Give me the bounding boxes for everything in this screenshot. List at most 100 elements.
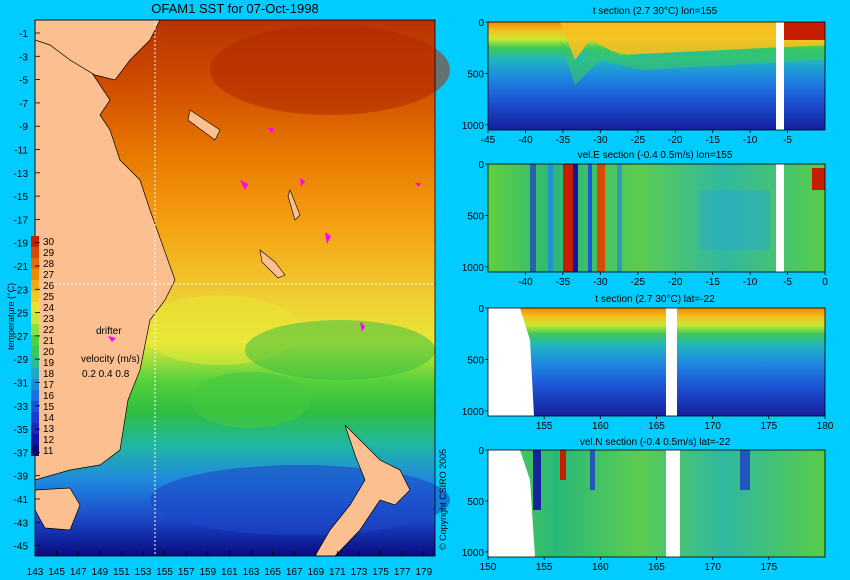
colorbar-tick-label: 28 xyxy=(43,259,55,270)
section-x-tick-label: 165 xyxy=(648,421,665,432)
lat-tick-label: -23 xyxy=(14,285,29,296)
colorbar-label: temperature (°C) xyxy=(6,283,16,350)
section-x-tick-label: 150 xyxy=(480,562,497,573)
colorbar-tick-label: 12 xyxy=(43,435,55,446)
section-axes: 0 500 1000 -45 -40 -35 -30 -25 -20 -15 -10 -5 0 500 10… xyxy=(462,18,834,573)
section-vel-e-lon: vel.E section (-0.4 0.5m/s) lon=155 xyxy=(487,150,826,273)
colorbar-swatch xyxy=(31,236,39,247)
lat-tick-label: -27 xyxy=(14,332,29,343)
lat-tick-label: -3 xyxy=(19,52,28,63)
colorbar-swatch xyxy=(31,357,39,368)
lon-tick-label: 149 xyxy=(91,567,108,578)
lat-tick-label: -15 xyxy=(14,192,29,203)
lat-tick-label: -31 xyxy=(14,379,29,390)
velocity-scale: 0.2 0.4 0.8 xyxy=(82,369,130,380)
colorbar-tick-label: 21 xyxy=(43,336,55,347)
colorbar-tick-label: 20 xyxy=(43,347,55,358)
colorbar-swatch xyxy=(31,346,39,357)
colorbar-swatch xyxy=(31,280,39,291)
lat-tick-label: -7 xyxy=(19,99,28,110)
lat-tick-label: -33 xyxy=(14,402,29,413)
section-x-tick-label: 155 xyxy=(536,562,553,573)
depth-tick-label: 0 xyxy=(478,18,484,29)
colorbar-tick-label: 22 xyxy=(43,325,55,336)
lon-tick-label: 175 xyxy=(372,567,389,578)
velocity-label: velocity (m/s) xyxy=(81,354,140,365)
lon-tick-label: 169 xyxy=(307,567,324,578)
drifter-label: drifter xyxy=(96,326,122,337)
colorbar-swatch xyxy=(31,445,39,456)
colorbar-swatch xyxy=(31,291,39,302)
section-x-tick-label: 170 xyxy=(704,421,721,432)
map-axes: -1 -3 -5 -7 -9 -11 -13 -15 -17 -19 -21 -23 -25 -27 -29… xyxy=(14,29,433,578)
depth-tick-label: 1000 xyxy=(462,263,485,274)
colorbar-swatch xyxy=(31,423,39,434)
colorbar-swatch xyxy=(31,247,39,258)
section-vel-n-lat: vel.N section (-0.4 0.5m/s) lat=-22 xyxy=(487,437,826,558)
depth-tick-label: 500 xyxy=(467,69,484,80)
section-x-tick-label: -5 xyxy=(783,277,792,288)
lat-tick-label: -35 xyxy=(14,425,29,436)
lon-tick-label: 159 xyxy=(199,567,216,578)
lat-tick-label: -9 xyxy=(19,122,28,133)
depth-tick-label: 0 xyxy=(478,304,484,315)
section-x-tick-label: 170 xyxy=(704,562,721,573)
lat-tick-label: -43 xyxy=(14,518,29,529)
lon-tick-label: 157 xyxy=(178,567,195,578)
lat-tick-label: -37 xyxy=(14,448,29,459)
lat-tick-label: -17 xyxy=(14,215,29,226)
colorbar-tick-label: 17 xyxy=(43,380,55,391)
colorbar-swatch xyxy=(31,335,39,346)
colorbar-tick-label: 24 xyxy=(43,303,55,314)
section-x-tick-label: -40 xyxy=(518,277,533,288)
section-x-tick-label: -20 xyxy=(668,277,683,288)
section-title: vel.N section (-0.4 0.5m/s) lat=-22 xyxy=(580,437,731,448)
section-x-tick-label: -40 xyxy=(518,135,533,146)
lon-tick-label: 151 xyxy=(113,567,130,578)
lat-tick-label: -19 xyxy=(14,239,29,250)
depth-tick-label: 1000 xyxy=(462,548,485,559)
lat-tick-label: -1 xyxy=(19,29,28,40)
lon-tick-label: 173 xyxy=(351,567,368,578)
lon-tick-label: 147 xyxy=(70,567,87,578)
lon-tick-label: 179 xyxy=(415,567,432,578)
colorbar-tick-label: 29 xyxy=(43,248,55,259)
colorbar-tick-label: 25 xyxy=(43,292,55,303)
copyright: © Copyright CSIRO 2005 xyxy=(438,449,448,550)
colorbar-swatch xyxy=(31,313,39,324)
section-x-tick-label: 175 xyxy=(760,562,777,573)
section-title: vel.E section (-0.4 0.5m/s) lon=155 xyxy=(578,150,733,161)
depth-tick-label: 0 xyxy=(478,160,484,171)
section-x-tick-label: -15 xyxy=(705,277,720,288)
colorbar-tick-label: 13 xyxy=(43,424,55,435)
section-x-tick-label: 175 xyxy=(760,421,777,432)
lon-tick-label: 165 xyxy=(264,567,281,578)
colorbar-swatch xyxy=(31,368,39,379)
colorbar-swatch xyxy=(31,269,39,280)
section-title: t section (2.7 30°C) lat=-22 xyxy=(595,294,715,305)
lon-tick-label: 167 xyxy=(286,567,303,578)
section-x-tick-label: 155 xyxy=(536,421,553,432)
lat-tick-label: -45 xyxy=(14,542,29,553)
section-x-tick-label: -5 xyxy=(783,135,792,146)
lon-tick-label: 145 xyxy=(48,567,65,578)
lat-tick-label: -25 xyxy=(14,309,29,320)
lon-tick-label: 143 xyxy=(27,567,44,578)
lon-tick-label: 155 xyxy=(156,567,173,578)
section-title: t section (2.7 30°C) lon=155 xyxy=(593,6,718,17)
colorbar-tick-label: 23 xyxy=(43,314,55,325)
colorbar-tick-label: 26 xyxy=(43,281,55,292)
section-x-tick-label: -10 xyxy=(743,135,758,146)
depth-tick-label: 1000 xyxy=(462,407,485,418)
section-x-tick-label: -10 xyxy=(743,277,758,288)
section-x-tick-label: -45 xyxy=(481,135,496,146)
section-x-tick-label: -25 xyxy=(631,277,646,288)
sst-map xyxy=(34,19,450,557)
section-x-tick-label: -30 xyxy=(593,135,608,146)
depth-tick-label: 500 xyxy=(467,211,484,222)
lat-tick-label: -21 xyxy=(14,262,29,273)
colorbar-swatch xyxy=(31,412,39,423)
lat-tick-label: -5 xyxy=(19,76,28,87)
colorbar-tick-label: 11 xyxy=(43,446,54,457)
